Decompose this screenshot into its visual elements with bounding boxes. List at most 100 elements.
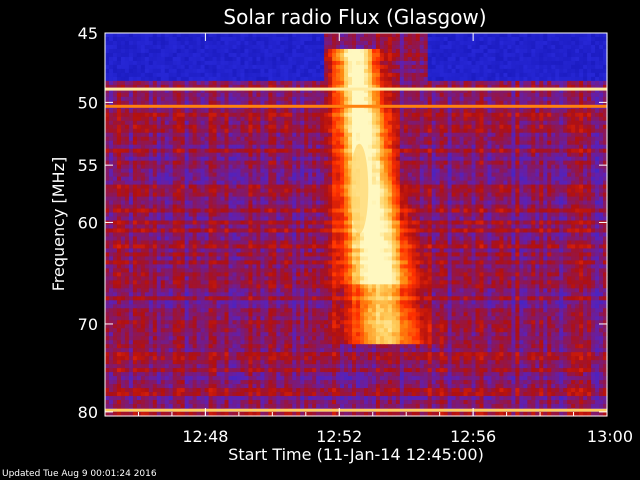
spectrogram-cell bbox=[160, 60, 166, 66]
spectrogram-cell bbox=[407, 64, 413, 70]
spectrogram-cell bbox=[519, 112, 524, 118]
spectrogram-cell bbox=[527, 128, 532, 134]
spectrogram-cell bbox=[399, 116, 405, 122]
spectrogram-cell bbox=[399, 72, 405, 78]
spectrogram-cell bbox=[451, 112, 457, 118]
spectrogram-cell bbox=[240, 60, 246, 66]
spectrogram-cell bbox=[116, 144, 122, 150]
spectrogram-cell bbox=[371, 52, 377, 58]
spectrogram-cell bbox=[348, 44, 353, 50]
spectrogram-cell bbox=[439, 140, 445, 146]
spectrogram-cell bbox=[252, 124, 257, 130]
spectrogram-cell bbox=[567, 56, 572, 62]
spectrogram-cell bbox=[152, 68, 158, 74]
spectrogram-cell bbox=[551, 152, 556, 158]
spectrogram-cell bbox=[575, 152, 580, 158]
spectrogram-cell bbox=[172, 128, 178, 134]
spectrogram-cell bbox=[515, 156, 520, 162]
spectrogram-cell bbox=[236, 136, 242, 142]
spectrogram-cell bbox=[551, 168, 556, 174]
spectrogram-cell bbox=[196, 76, 202, 82]
spectrogram-cell bbox=[136, 36, 142, 42]
spectrogram-cell bbox=[479, 92, 485, 98]
spectrogram-cell bbox=[447, 132, 453, 138]
spectrogram-cell bbox=[296, 172, 301, 178]
spectrogram-cell bbox=[240, 40, 246, 46]
spectrogram-cell bbox=[403, 184, 409, 190]
spectrogram-cell bbox=[236, 68, 242, 74]
spectrogram-cell bbox=[459, 148, 465, 154]
spectrogram-cell bbox=[228, 100, 234, 106]
spectrogram-cell bbox=[264, 188, 269, 194]
spectrogram-cell bbox=[467, 80, 473, 86]
spectrogram-cell bbox=[483, 88, 489, 94]
spectrogram-cell bbox=[180, 36, 186, 42]
spectrogram-cell bbox=[204, 33, 210, 38]
spectrogram-cell bbox=[391, 116, 397, 122]
spectrogram-cell bbox=[551, 116, 556, 122]
spectrogram-cell bbox=[427, 132, 433, 138]
spectrogram-cell bbox=[479, 48, 485, 54]
spectrogram-cell bbox=[515, 88, 520, 94]
spectrogram-cell bbox=[583, 112, 588, 118]
spectrogram-cell bbox=[547, 88, 552, 94]
spectrogram-cell bbox=[172, 96, 178, 102]
spectrogram-cell bbox=[439, 128, 445, 134]
spectrogram-cell bbox=[419, 88, 425, 94]
spectrogram-cell bbox=[363, 92, 369, 98]
spectrogram-cell bbox=[348, 152, 353, 158]
spectrogram-cell bbox=[583, 116, 588, 122]
spectrogram-cell bbox=[240, 64, 246, 70]
spectrogram-cell bbox=[220, 52, 226, 58]
spectrogram-cell bbox=[320, 88, 325, 94]
spectrogram-cell bbox=[487, 68, 493, 74]
spectrogram-cell bbox=[579, 84, 584, 90]
spectrogram-cell bbox=[204, 116, 210, 122]
spectrogram-cell bbox=[599, 84, 604, 90]
spectrogram-cell bbox=[204, 100, 210, 106]
spectrogram-cell bbox=[256, 36, 261, 42]
spectrogram-cell bbox=[136, 100, 142, 106]
spectrogram-cell bbox=[132, 144, 138, 150]
spectrogram-cell bbox=[224, 172, 230, 178]
spectrogram-cell bbox=[184, 80, 190, 86]
spectrogram-cell bbox=[383, 33, 389, 38]
spectrogram-cell bbox=[284, 72, 289, 78]
spectrogram-cell bbox=[527, 184, 532, 190]
spectrogram-cell bbox=[379, 124, 385, 130]
spectrogram-cell bbox=[375, 180, 381, 186]
spectrogram-cell bbox=[140, 96, 146, 102]
spectrogram-cell bbox=[136, 60, 142, 66]
spectrogram-cell bbox=[156, 140, 162, 146]
spectrogram-cell bbox=[112, 68, 118, 74]
spectrogram-cell bbox=[591, 160, 596, 166]
spectrogram-cell bbox=[300, 116, 305, 122]
spectrogram-cell bbox=[595, 140, 600, 146]
spectrogram-cell bbox=[551, 124, 556, 130]
spectrogram-cell bbox=[515, 44, 520, 50]
spectrogram-cell bbox=[160, 136, 166, 142]
spectrogram-cell bbox=[136, 76, 142, 82]
spectrogram-cell bbox=[148, 168, 154, 174]
spectrogram-cell bbox=[503, 148, 508, 154]
spectrogram-cell bbox=[140, 136, 146, 142]
spectrogram-cell bbox=[551, 128, 556, 134]
spectrogram-cell bbox=[308, 84, 313, 90]
spectrogram-cell bbox=[240, 80, 246, 86]
spectrogram-cell bbox=[599, 180, 604, 186]
spectrogram-cell bbox=[375, 124, 381, 130]
spectrogram-cell bbox=[363, 56, 369, 62]
spectrogram-cell bbox=[443, 144, 449, 150]
spectrogram-cell bbox=[387, 88, 393, 94]
spectrogram-cell bbox=[332, 33, 337, 38]
spectrogram-cell bbox=[272, 64, 277, 70]
spectrogram-cell bbox=[128, 84, 134, 90]
spectrogram-cell bbox=[367, 100, 373, 106]
spectrogram-cell bbox=[304, 52, 309, 58]
spectrogram-cell bbox=[519, 56, 524, 62]
spectrogram-cell bbox=[371, 60, 377, 66]
spectrogram-cell bbox=[575, 68, 580, 74]
spectrogram-cell bbox=[140, 48, 146, 54]
spectrogram-cell bbox=[471, 52, 477, 58]
spectrogram-cell bbox=[587, 164, 592, 170]
